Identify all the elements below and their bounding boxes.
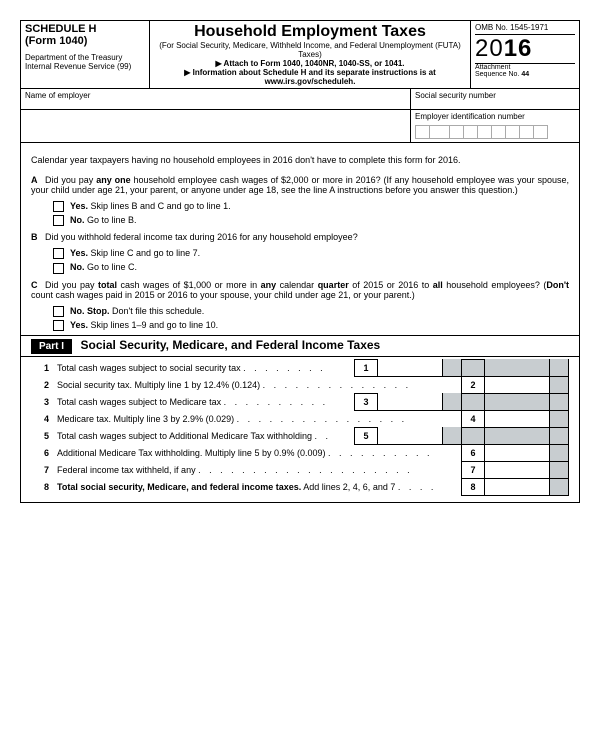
part1-header: Part I Social Security, Medicare, and Fe… (21, 335, 579, 357)
checkbox-icon[interactable] (53, 306, 64, 317)
form-subtitle: (For Social Security, Medicare, Withheld… (154, 41, 466, 59)
ein-row: Employer identification number (21, 110, 579, 143)
qa-yes[interactable]: Yes. Skip lines B and C and go to line 1… (53, 201, 569, 212)
checkbox-icon[interactable] (53, 320, 64, 331)
question-b: BDid you withhold federal income tax dur… (31, 232, 569, 242)
ssn-field[interactable]: Social security number (410, 89, 579, 109)
line-1: 1 Total cash wages subject to social sec… (31, 359, 569, 376)
qc-yes[interactable]: Yes. Skip lines 1–9 and go to line 10. (53, 320, 569, 331)
form-title: Household Employment Taxes (154, 23, 466, 41)
ein-boxes[interactable] (415, 125, 575, 139)
employer-name-field[interactable]: Name of employer (21, 89, 410, 109)
line7-amount[interactable] (485, 461, 550, 478)
line4-amount[interactable] (485, 410, 550, 427)
lines-table: 1 Total cash wages subject to social sec… (31, 359, 569, 496)
header-center: Household Employment Taxes (For Social S… (150, 21, 470, 88)
intro-text: Calendar year taxpayers having no househ… (31, 155, 569, 165)
irs-label: Internal Revenue Service (99) (25, 62, 145, 71)
line-7: 7 Federal income tax withheld, if any . … (31, 461, 569, 478)
line5-amount[interactable] (378, 427, 443, 444)
line2-amount[interactable] (485, 376, 550, 393)
attach-text: ▶ Attach to Form 1040, 1040NR, 1040-SS, … (154, 59, 466, 68)
part1-title: Social Security, Medicare, and Federal I… (81, 338, 381, 352)
line-2: 2 Social security tax. Multiply line 1 b… (31, 376, 569, 393)
line6-amount[interactable] (485, 444, 550, 461)
header-right: OMB No. 1545-1971 2016 AttachmentSequenc… (470, 21, 579, 88)
name-row: Name of employer Social security number (21, 89, 579, 110)
line3-amount[interactable] (378, 393, 443, 410)
header-left: SCHEDULE H (Form 1040) Department of the… (21, 21, 150, 88)
qb-no[interactable]: No. Go to line C. (53, 262, 569, 273)
qb-yes[interactable]: Yes. Skip line C and go to line 7. (53, 248, 569, 259)
qa-no[interactable]: No. Go to line B. (53, 215, 569, 226)
checkbox-icon[interactable] (53, 215, 64, 226)
schedule-label: SCHEDULE H (25, 23, 145, 35)
year: 2016 (475, 35, 575, 63)
line-6: 6 Additional Medicare Tax withholding. M… (31, 444, 569, 461)
part1-label: Part I (31, 339, 72, 354)
question-a: ADid you pay any one household employee … (31, 175, 569, 195)
ein-label: Employer identification number (415, 112, 525, 121)
line-3: 3 Total cash wages subject to Medicare t… (31, 393, 569, 410)
attachment-label: AttachmentSequence No. 44 (475, 63, 575, 78)
header-row: SCHEDULE H (Form 1040) Department of the… (21, 21, 579, 89)
line1-amount[interactable] (378, 359, 443, 376)
ein-field[interactable]: Employer identification number (410, 110, 579, 142)
dept-label: Department of the Treasury (25, 53, 145, 62)
content-area: Calendar year taxpayers having no househ… (21, 143, 579, 502)
line-8: 8 Total social security, Medicare, and f… (31, 478, 569, 495)
line8-amount[interactable] (485, 478, 550, 495)
info-text: ▶ Information about Schedule H and its s… (154, 68, 466, 86)
question-c: CDid you pay total cash wages of $1,000 … (31, 280, 569, 300)
ein-left-blank (21, 110, 410, 142)
line-4: 4 Medicare tax. Multiply line 3 by 2.9% … (31, 410, 569, 427)
line-5: 5 Total cash wages subject to Additional… (31, 427, 569, 444)
form-container: SCHEDULE H (Form 1040) Department of the… (20, 20, 580, 503)
omb-label: OMB No. 1545-1971 (475, 23, 575, 35)
checkbox-icon[interactable] (53, 248, 64, 259)
checkbox-icon[interactable] (53, 201, 64, 212)
checkbox-icon[interactable] (53, 263, 64, 274)
qc-no[interactable]: No. Stop. Don't file this schedule. (53, 306, 569, 317)
form-label: (Form 1040) (25, 35, 145, 47)
